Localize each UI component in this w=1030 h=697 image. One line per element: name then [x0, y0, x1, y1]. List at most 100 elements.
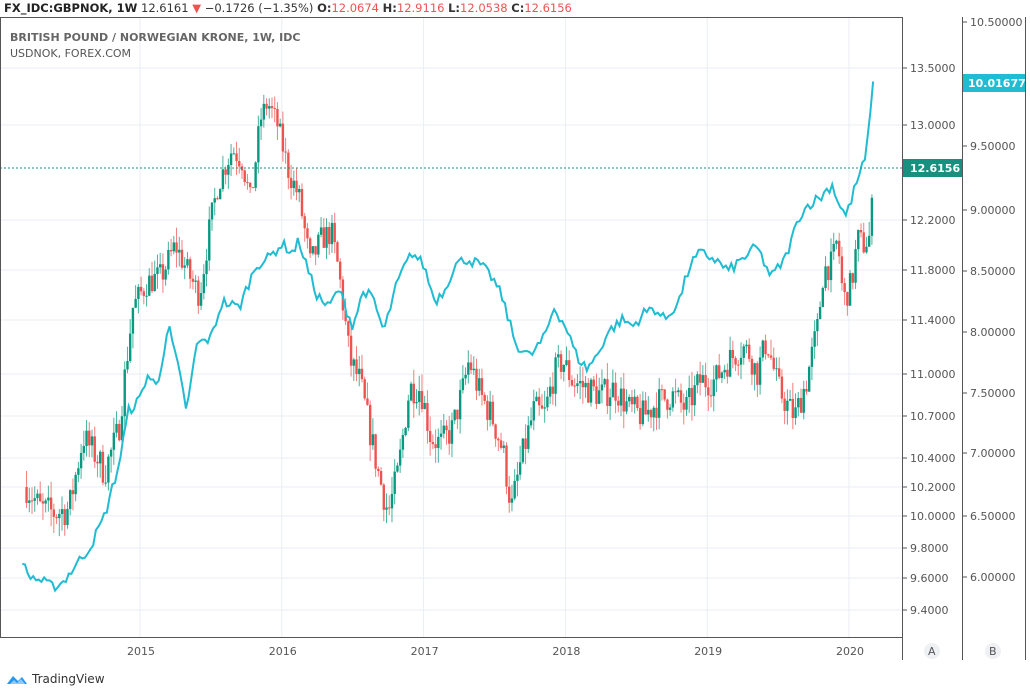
candle: [783, 398, 786, 411]
candle: [396, 465, 399, 472]
candle: [458, 390, 462, 420]
candle: [633, 396, 636, 405]
candle: [442, 425, 445, 434]
candle: [142, 291, 146, 296]
candle: [551, 386, 555, 394]
candle: [366, 398, 369, 405]
candle: [679, 390, 683, 403]
candle: [846, 292, 849, 306]
candle: [851, 273, 855, 283]
candle: [625, 401, 628, 412]
candle: [516, 474, 519, 481]
last-price-b-badge: [963, 74, 1025, 92]
chart-canvas[interactable]: 13.5000 13.0000 12.2000 11.8000 11.4000 11.00…: [0, 17, 1030, 660]
compare-series-title[interactable]: USDNOK, FOREX.COM: [10, 47, 132, 60]
candle: [330, 222, 334, 245]
scale-b-toggle-bg[interactable]: [985, 643, 1001, 659]
candle: [816, 318, 819, 332]
candle: [186, 259, 189, 266]
candle: [486, 400, 489, 420]
candle: [696, 374, 699, 386]
candle: [68, 490, 72, 509]
candle: [126, 361, 129, 370]
low-label: L:: [448, 1, 461, 15]
candle: [41, 501, 45, 504]
candle: [777, 368, 781, 377]
candle: [349, 335, 353, 366]
scale-b-toggle[interactable]: B: [989, 645, 997, 658]
candle: [194, 280, 197, 282]
candle: [862, 232, 865, 253]
candle: [439, 433, 443, 437]
candle: [379, 471, 383, 485]
candle: [837, 240, 841, 257]
candle: [775, 368, 778, 370]
candle: [532, 401, 535, 421]
candle: [513, 480, 516, 499]
candle: [788, 398, 792, 401]
candle: [311, 246, 315, 254]
candle: [30, 500, 34, 502]
candle: [693, 385, 696, 406]
candle: [49, 497, 53, 510]
candle: [644, 400, 647, 415]
candle: [617, 400, 620, 406]
price-change: −0.1726 (−1.35%): [204, 1, 314, 15]
price-scale-b[interactable]: 10.50000 9.50000 9.00000 8.50000 8.00000 7.50…: [962, 17, 1023, 584]
symbol-name[interactable]: FX_IDC:GBPNOK, 1W: [4, 1, 138, 15]
candle: [319, 227, 323, 235]
candle: [728, 349, 732, 377]
candle: [145, 295, 148, 297]
candle: [832, 243, 835, 252]
candle: [450, 420, 454, 444]
candle: [535, 396, 538, 402]
candle: [298, 188, 301, 193]
open-value: 12.0674: [331, 1, 379, 15]
candle: [606, 379, 609, 406]
candle: [352, 359, 355, 366]
candle: [758, 357, 762, 385]
axis-b-tick: 9.50000: [970, 140, 1016, 153]
candle: [213, 198, 216, 203]
candle: [314, 246, 317, 255]
candle: [393, 471, 396, 494]
candle: [453, 409, 456, 421]
candle: [622, 388, 625, 412]
candle: [308, 238, 312, 254]
candle: [810, 346, 814, 367]
candle: [363, 379, 366, 399]
grid-lines: [0, 17, 902, 637]
candle: [603, 379, 606, 385]
candle: [191, 278, 195, 282]
candle: [717, 365, 721, 378]
candle: [742, 346, 745, 358]
price-scale-a[interactable]: 13.5000 13.0000 12.2000 11.8000 11.4000 11.00…: [902, 62, 956, 617]
main-series-title[interactable]: BRITISH POUND / NORWEGIAN KRONE, 1W, IDC: [10, 31, 301, 44]
candle: [306, 228, 309, 239]
tradingview-logo[interactable]: TradingView: [6, 672, 105, 686]
candle: [180, 249, 184, 268]
axis-a-tick: 13.5000: [910, 62, 956, 75]
candle: [336, 242, 339, 262]
candle: [227, 165, 230, 175]
candle: [805, 388, 808, 392]
scale-a-toggle-bg[interactable]: [924, 643, 940, 659]
candle: [824, 266, 827, 288]
time-tick: 2019: [694, 645, 722, 658]
close-value: 12.6156: [524, 1, 572, 15]
candle: [270, 106, 274, 109]
candle: [499, 440, 503, 448]
time-scale[interactable]: 2015 2016 2017 2018 2019 2020: [127, 645, 864, 658]
candle: [28, 500, 31, 503]
candle: [709, 395, 713, 397]
candle: [589, 379, 593, 403]
candle: [478, 378, 481, 391]
candle: [704, 375, 707, 388]
candle: [821, 287, 825, 307]
candle: [660, 389, 664, 391]
candle: [104, 482, 107, 484]
candle: [156, 267, 159, 274]
scale-a-toggle[interactable]: A: [928, 645, 936, 658]
candle: [60, 509, 64, 515]
candle: [218, 189, 222, 200]
